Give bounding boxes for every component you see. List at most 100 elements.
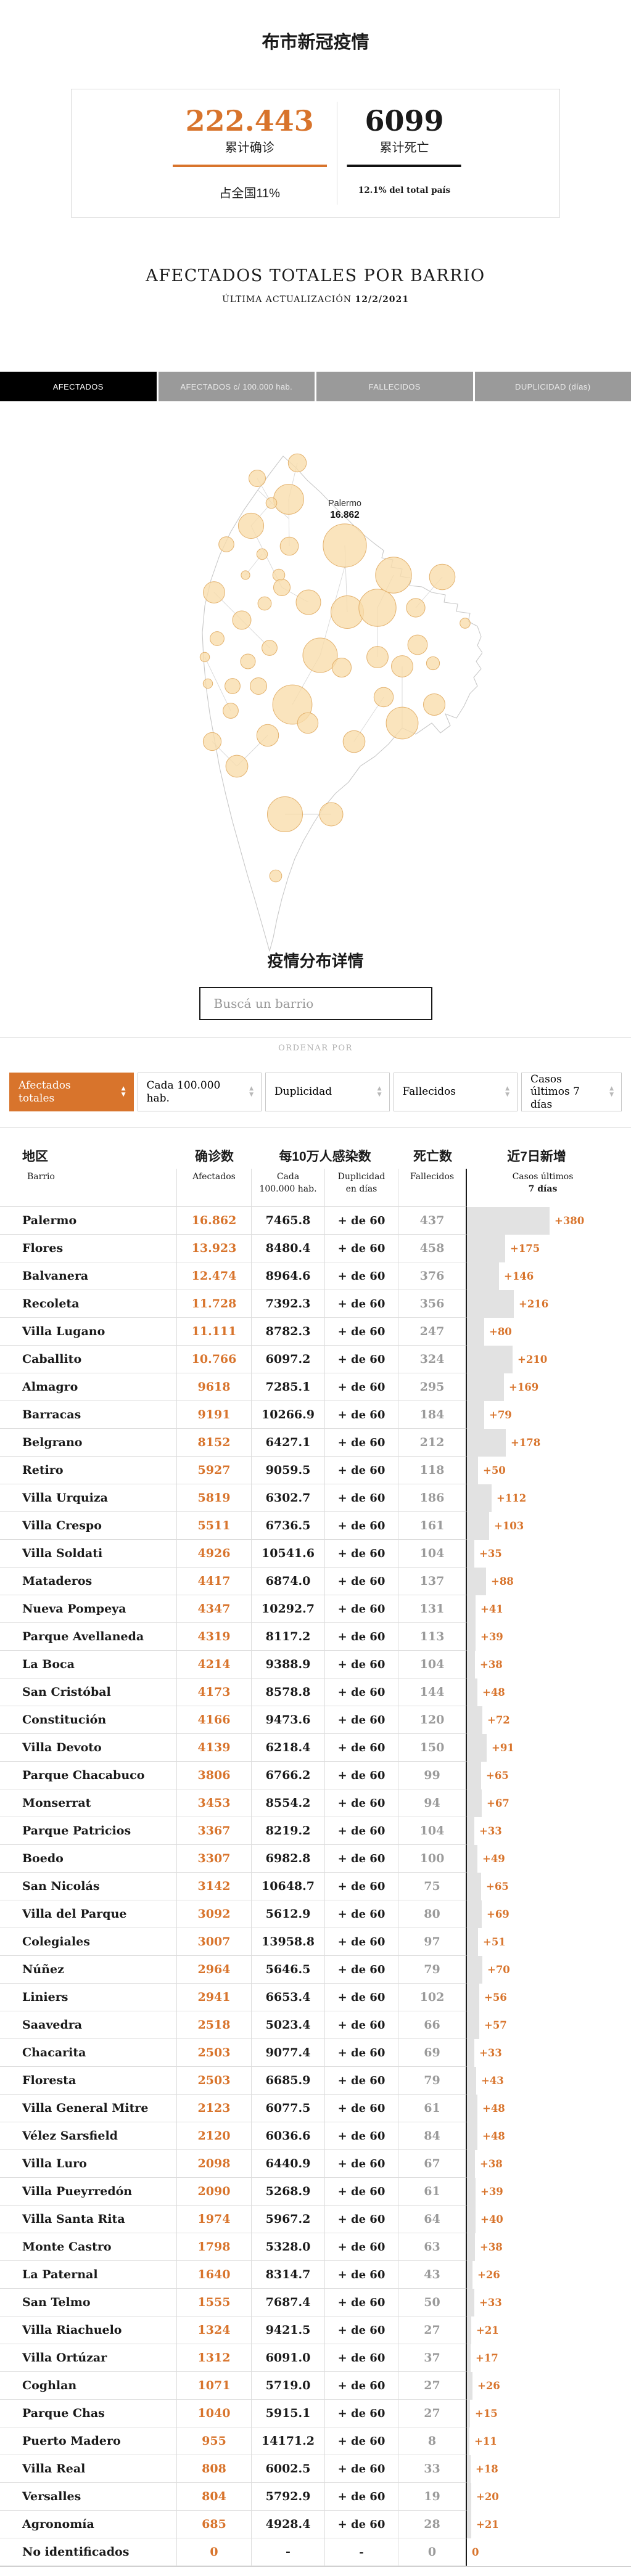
map-bubble-la-boca[interactable] [424, 694, 445, 716]
last7-value: +72 [487, 1714, 510, 1726]
column-header-es: Barrio [0, 1169, 177, 1207]
map-bubble-nunez[interactable] [288, 454, 306, 472]
map-bubble-recoleta[interactable] [376, 557, 411, 593]
barrio-name: Chacarita [0, 2039, 177, 2067]
duplicidad-value: + de 60 [325, 1318, 398, 1346]
afectados-value: 955 [177, 2427, 252, 2455]
barrio-name: La Boca [0, 1651, 177, 1678]
sort-button-duplicidad[interactable]: Duplicidad▲▼ [265, 1073, 390, 1111]
map-bubble-almagro[interactable] [331, 596, 364, 629]
map-bubble-la-paternal[interactable] [258, 597, 271, 610]
map-bubble-barracas[interactable] [386, 707, 418, 739]
afectados-value: 1071 [177, 2372, 252, 2400]
sort-arrows-icon: ▲▼ [377, 1087, 382, 1097]
map-bubble-colegiales[interactable] [280, 537, 299, 555]
per-100k-value: 6091.0 [252, 2344, 325, 2372]
map-bubble-san-telmo[interactable] [426, 656, 439, 669]
fallecidos-value: 104 [398, 1817, 467, 1845]
duplicidad-value: + de 60 [325, 1484, 398, 1512]
map-bubble-parque-patricios[interactable] [374, 687, 393, 706]
sort-button-label: Fallecidos [403, 1086, 456, 1098]
sort-button-casos-ultimos-7-dias[interactable]: Casos últimos 7 días▲▼ [521, 1073, 622, 1111]
map-bubble-palermo[interactable] [323, 524, 366, 567]
map-bubble-villa-riachuelo[interactable] [270, 870, 282, 882]
map-bubble-chacarita[interactable] [274, 579, 291, 596]
map-bubble-villa-pueyrredon[interactable] [219, 537, 234, 552]
map-bubble-monte-castro[interactable] [210, 632, 225, 646]
map-bubble-floresta[interactable] [250, 678, 267, 695]
fallecidos-value: 43 [398, 2261, 467, 2289]
map-bubble-constitucion[interactable] [392, 656, 413, 677]
map-bubble-villa-lugano[interactable] [268, 797, 303, 832]
map-bubble-retiro[interactable] [429, 564, 455, 590]
map-bubble-saavedra[interactable] [249, 470, 266, 487]
tab-afectados-c-100-000-hab[interactable]: AFECTADOS c/ 100.000 hab. [159, 372, 315, 401]
map-bubble-parque-avellaneda[interactable] [257, 724, 278, 746]
last7-bar [467, 2150, 475, 2178]
map-bubble-villa-crespo[interactable] [296, 590, 321, 615]
map-bubble-versalles[interactable] [203, 679, 212, 688]
map-bubble-san-nicolas[interactable] [406, 599, 425, 617]
sort-button-cada-100-000-hab[interactable]: Cada 100.000 hab.▲▼ [138, 1073, 262, 1111]
per-100k-value: 5646.5 [252, 1956, 325, 1984]
map-bubble-nueva-pompeya[interactable] [343, 730, 365, 753]
duplicidad-value: + de 60 [325, 2206, 398, 2233]
afectados-value: 0 [177, 2538, 252, 2566]
sort-button-afectados-totales[interactable]: Afectados totales▲▼ [9, 1073, 134, 1111]
last7-value: +70 [487, 1964, 510, 1976]
barrio-name: San Telmo [0, 2289, 177, 2316]
tab-afectados[interactable]: AFECTADOS [0, 372, 157, 401]
afectados-value: 2941 [177, 1984, 252, 2011]
map-bubble-velez-sarsfield[interactable] [225, 679, 241, 694]
last7-bar-cell: +216 [467, 1290, 631, 1318]
map-bubble-villa-luro[interactable] [223, 703, 239, 719]
map-bubble-parque-chacabuco[interactable] [297, 713, 318, 733]
map-bubble-coghlan[interactable] [266, 497, 277, 509]
map-bubble-villa-urquiza[interactable] [238, 513, 263, 538]
tab-duplicidad-dias[interactable]: DUPLICIDAD (días) [475, 372, 631, 401]
map-bubble-liniers[interactable] [203, 732, 221, 750]
map-bubble-villa-devoto[interactable] [204, 582, 225, 603]
search-input[interactable] [199, 987, 432, 1020]
column-header-cn: 近7日新增 [467, 1147, 631, 1169]
map-bubble-belgrano[interactable] [274, 485, 304, 515]
map-bubble-puerto-madero[interactable] [460, 618, 471, 629]
map-section-title: AFECTADOS TOTALES POR BARRIO [0, 264, 631, 288]
map-bubble-mataderos[interactable] [226, 755, 248, 777]
map-bubble-boedo[interactable] [332, 658, 352, 677]
map-bubble-villa-general-mitre[interactable] [262, 640, 278, 656]
per-100k-value: 8964.6 [252, 1262, 325, 1290]
map-bubble-villa-soldati[interactable] [320, 803, 343, 826]
map-bubble-agronomia[interactable] [241, 571, 250, 579]
map-bubble-villa-del-parque[interactable] [233, 611, 251, 629]
map-bubble-parque-chas[interactable] [257, 549, 267, 559]
map-bubble-monserrat[interactable] [408, 635, 427, 655]
sort-button-fallecidos[interactable]: Fallecidos▲▼ [394, 1073, 518, 1111]
afectados-value: 1640 [177, 2261, 252, 2289]
duplicidad-value: + de 60 [325, 1678, 398, 1706]
tab-fallecidos[interactable]: FALLECIDOS [316, 372, 473, 401]
map-bubble-san-cristobal[interactable] [367, 647, 389, 668]
last7-value: +33 [479, 2047, 502, 2059]
afectados-value: 4173 [177, 1678, 252, 1706]
afectados-value: 3307 [177, 1845, 252, 1873]
map-bubble-villa-santa-rita[interactable] [241, 654, 255, 669]
afectados-value: 2123 [177, 2095, 252, 2122]
fallecidos-value: 67 [398, 2150, 467, 2178]
map-bubble-villa-real[interactable] [200, 652, 209, 661]
afectados-value: 1040 [177, 2400, 252, 2427]
duplicidad-value: + de 60 [325, 1900, 398, 1928]
map-bubble-balvanera[interactable] [359, 589, 396, 626]
last7-bar-cell: +33 [467, 1817, 631, 1845]
last7-value: +65 [486, 1881, 509, 1892]
fallecidos-value: 37 [398, 2344, 467, 2372]
last7-bar-cell: +88 [467, 1568, 631, 1595]
per-100k-value: 10648.7 [252, 1873, 325, 1900]
